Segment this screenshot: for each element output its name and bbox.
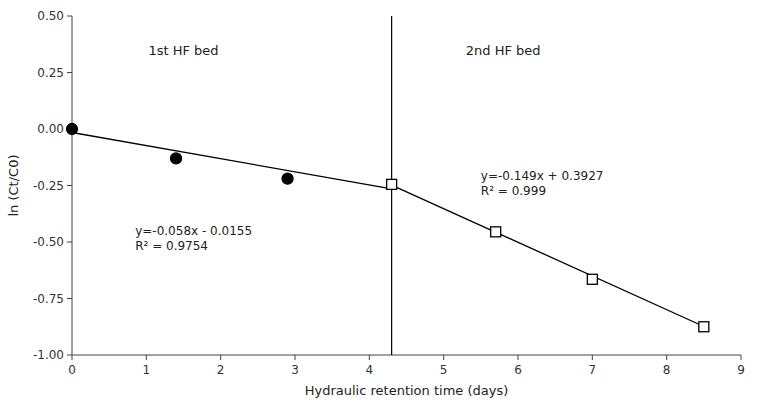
x-tick-label: 5 xyxy=(440,363,448,377)
y-axis-label: ln (Ct/C0) xyxy=(6,154,21,216)
x-tick xyxy=(220,355,221,360)
square-point xyxy=(587,274,597,284)
x-tick-label: 7 xyxy=(589,363,597,377)
x-tick-label: 1 xyxy=(143,363,151,377)
regression-line xyxy=(392,185,704,326)
x-tick-label: 4 xyxy=(366,363,374,377)
regression-line xyxy=(72,133,392,189)
x-tick xyxy=(592,355,593,360)
y-tick-label: -1.00 xyxy=(33,348,64,362)
x-tick-label: 2 xyxy=(217,363,225,377)
x-axis-line xyxy=(72,355,741,356)
y-tick xyxy=(67,242,72,243)
y-tick-label: 0.50 xyxy=(37,9,64,23)
x-tick xyxy=(741,355,742,360)
square-point xyxy=(491,227,501,237)
annotation: y=-0.058x - 0.0155R² = 0.9754 xyxy=(135,224,252,253)
x-tick-label: 6 xyxy=(514,363,522,377)
x-tick-label: 3 xyxy=(291,363,299,377)
annotation: 1st HF bed xyxy=(148,43,218,58)
x-tick xyxy=(666,355,667,360)
y-tick xyxy=(67,72,72,73)
y-tick xyxy=(67,185,72,186)
x-tick xyxy=(369,355,370,360)
background xyxy=(0,0,763,407)
x-tick xyxy=(146,355,147,360)
y-tick-label: 0.00 xyxy=(37,122,64,136)
y-tick xyxy=(67,16,72,17)
annotation: 2nd HF bed xyxy=(466,43,541,58)
square-point xyxy=(387,179,397,189)
y-tick xyxy=(67,298,72,299)
circle-point xyxy=(282,173,293,184)
square-point xyxy=(699,322,709,332)
y-tick-label: -0.50 xyxy=(33,235,64,249)
y-tick xyxy=(67,355,72,356)
x-tick-label: 8 xyxy=(663,363,671,377)
y-tick-label: -0.75 xyxy=(33,292,64,306)
x-axis-label: Hydraulic retention time (days) xyxy=(305,383,509,398)
annotation-line: R² = 0.9754 xyxy=(135,239,208,253)
x-tick-label: 9 xyxy=(737,363,745,377)
x-tick xyxy=(295,355,296,360)
annotation-line: 2nd HF bed xyxy=(466,43,541,58)
annotation: y=-0.149x + 0.3927R² = 0.999 xyxy=(481,169,604,198)
circle-point xyxy=(171,153,182,164)
annotation-line: 1st HF bed xyxy=(148,43,218,58)
lines xyxy=(72,133,704,327)
y-tick-label: 0.25 xyxy=(37,66,64,80)
chart: 0 1 2 3 4 5 6 7 8 9 -1.00 -0.75 -0.50 -0.25 0.00 0.25 0.… xyxy=(0,0,763,407)
x-tick xyxy=(518,355,519,360)
x-tick xyxy=(72,355,73,360)
annotation-line: y=-0.149x + 0.3927 xyxy=(481,169,604,183)
annotation-line: y=-0.058x - 0.0155 xyxy=(135,224,252,238)
x-tick xyxy=(443,355,444,360)
points xyxy=(67,124,709,332)
circle-point xyxy=(67,124,78,135)
x-tick-label: 0 xyxy=(68,363,76,377)
annotation-line: R² = 0.999 xyxy=(481,184,546,198)
plot-area xyxy=(67,16,709,355)
annotations: y=-0.058x - 0.0155R² = 0.9754 y=-0.149x +… xyxy=(135,43,603,253)
axes: 0 1 2 3 4 5 6 7 8 9 -1.00 -0.75 -0.50 -0.25 0.00 0.25 0.… xyxy=(33,9,745,377)
y-tick-label: -0.25 xyxy=(33,179,64,193)
